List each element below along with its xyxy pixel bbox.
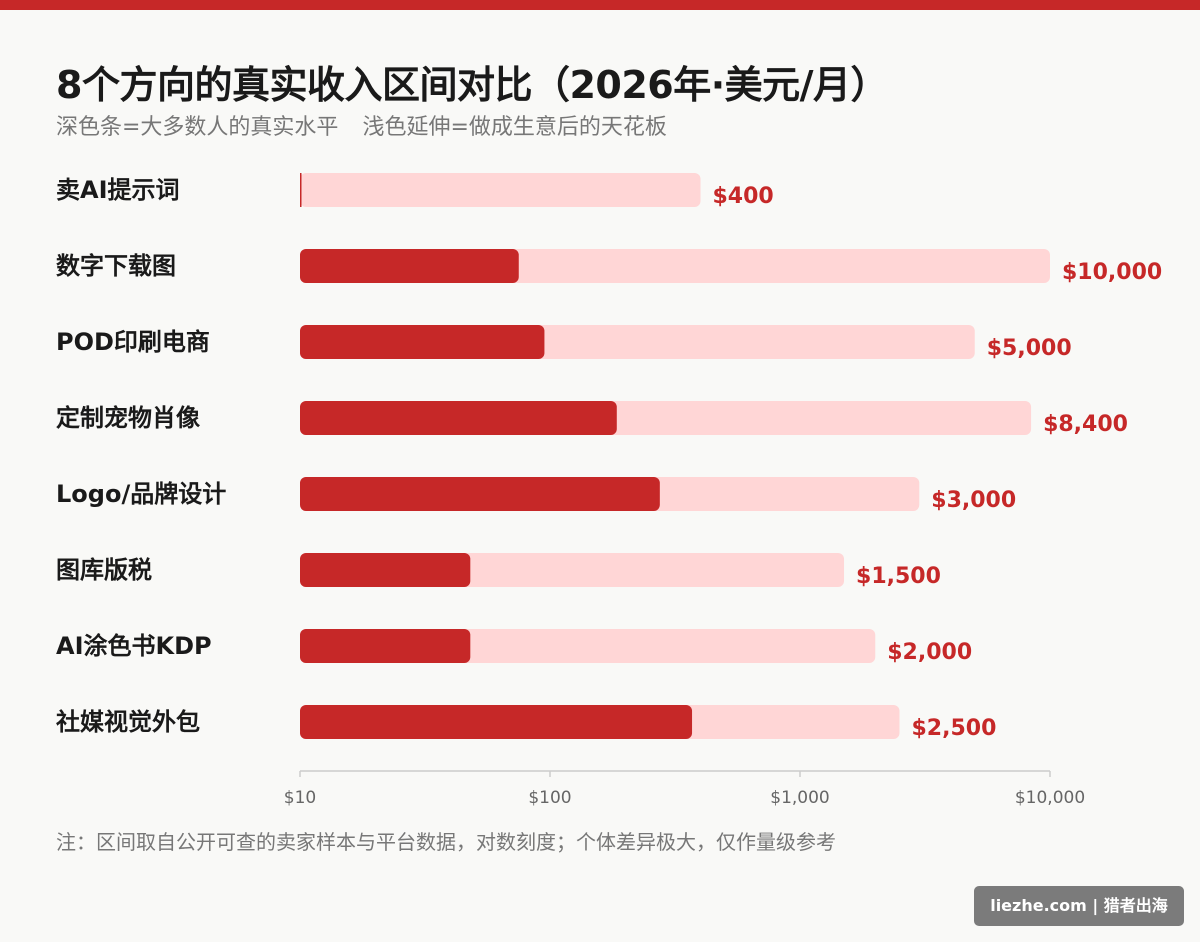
subtitle-light-legend: 浅色延伸=做成生意后的天花板: [362, 115, 667, 140]
value-label: $1,500: [856, 564, 941, 589]
x-tick-label: $100: [528, 788, 571, 808]
category-label: AI涂色书KDP: [56, 632, 212, 660]
value-label: $3,000: [931, 488, 1016, 513]
typical-bar: [300, 705, 693, 739]
typical-bar: [300, 173, 302, 207]
category-label: POD印刷电商: [56, 328, 210, 356]
category-label: 图库版税: [56, 556, 152, 584]
range-bar-chart: 卖AI提示词 $400 数字下载图 $10,000 POD印刷电商 $5,000 定制宠物肖…: [56, 173, 1162, 808]
category-label: 卖AI提示词: [56, 176, 180, 204]
value-label: $2,500: [911, 716, 996, 741]
category-label: 定制宠物肖像: [56, 404, 201, 432]
ceiling-bar: [300, 173, 701, 207]
typical-bar: [300, 477, 660, 511]
value-label: $2,000: [887, 640, 972, 665]
typical-bar: [300, 325, 545, 359]
category-label: Logo/品牌设计: [56, 480, 226, 508]
typical-bar: [300, 401, 617, 435]
value-label: $400: [713, 184, 774, 209]
chart-title: 8个方向的真实收入区间对比（2026年·美元/月）: [56, 63, 889, 107]
x-tick-label: $10,000: [1015, 788, 1085, 808]
typical-bar: [300, 629, 471, 663]
value-label: $8,400: [1043, 412, 1128, 437]
site-watermark: liezhe.com | 猎者出海: [974, 886, 1184, 926]
subtitle-dark-legend: 深色条=大多数人的真实水平: [56, 115, 339, 140]
typical-bar: [300, 249, 519, 283]
x-tick-label: $1,000: [770, 788, 829, 808]
footnote: 注：区间取自公开可查的卖家样本与平台数据，对数刻度；个体差异极大，仅作量级参考: [56, 830, 836, 854]
x-tick-label: $10: [284, 788, 316, 808]
value-label: $10,000: [1062, 260, 1162, 285]
category-label: 数字下载图: [56, 252, 176, 280]
category-label: 社媒视觉外包: [56, 708, 200, 736]
typical-bar: [300, 553, 471, 587]
value-label: $5,000: [987, 336, 1072, 361]
top-accent-strip: [0, 0, 1200, 10]
chart-subtitle: 深色条=大多数人的真实水平 浅色延伸=做成生意后的天花板: [56, 109, 667, 141]
